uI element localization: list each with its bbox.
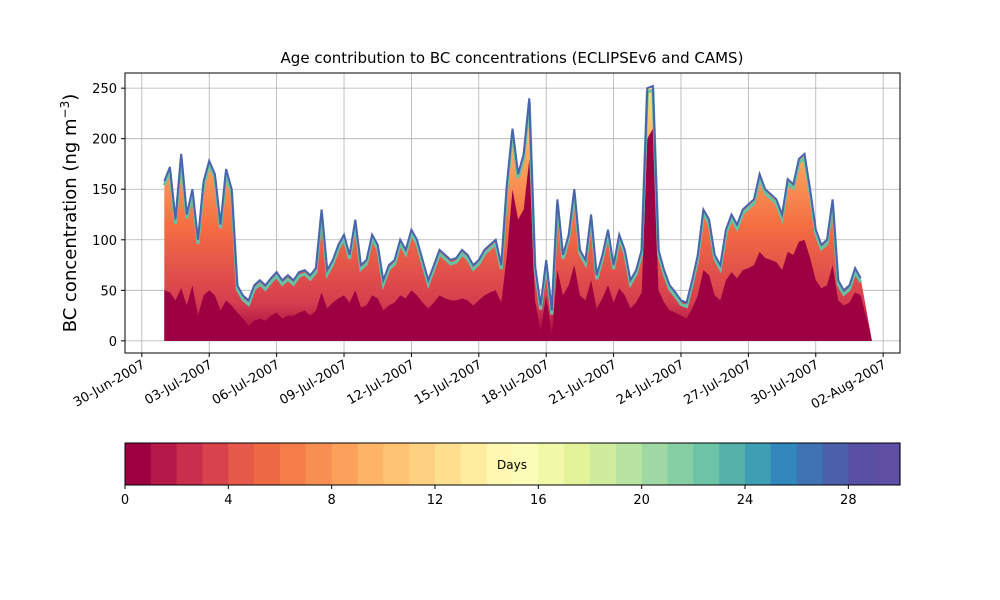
y-tick-label: 0 bbox=[109, 335, 117, 350]
colorbar-cell bbox=[486, 443, 514, 485]
colorbar-cell bbox=[460, 443, 488, 485]
y-tick-label: 150 bbox=[92, 183, 117, 198]
colorbar-cell bbox=[874, 443, 901, 485]
colorbar-tick-label: 12 bbox=[427, 493, 444, 508]
colorbar-cell bbox=[383, 443, 410, 485]
y-axis-label-superscript: −3 bbox=[58, 101, 72, 119]
chart-title: Age contribution to BC concentrations (E… bbox=[281, 49, 744, 67]
colorbar-tick-label: 28 bbox=[840, 493, 857, 508]
y-tick-label: 50 bbox=[100, 284, 117, 299]
colorbar-frame bbox=[124, 442, 901, 486]
colorbar-cell bbox=[719, 443, 746, 485]
x-tick-label: 03-Jul-2007 bbox=[142, 357, 215, 408]
colorbar-cell bbox=[228, 443, 255, 485]
colorbar-cell bbox=[590, 443, 617, 485]
colorbar-cell bbox=[357, 443, 384, 485]
x-tick-label: 15-Jul-2007 bbox=[412, 357, 485, 408]
colorbar-cell bbox=[512, 443, 539, 485]
colorbar-cell bbox=[796, 443, 824, 485]
colorbar-cell bbox=[848, 443, 875, 485]
x-tick-label: 21-Jul-2007 bbox=[547, 357, 620, 408]
colorbar-cell bbox=[280, 443, 307, 485]
colorbar-cell bbox=[254, 443, 281, 485]
y-axis-label-text: BC concentration (ng m bbox=[60, 118, 81, 332]
colorbar-cell bbox=[176, 443, 204, 485]
y-tick-label: 250 bbox=[92, 82, 117, 97]
colorbar-cell bbox=[150, 443, 178, 485]
colorbar-tick-label: 4 bbox=[224, 493, 232, 508]
colorbar-cell bbox=[641, 443, 669, 485]
y-tick-label: 100 bbox=[92, 234, 117, 249]
y-axis-label-close: ) bbox=[60, 94, 81, 101]
colorbar-cell bbox=[409, 443, 436, 485]
x-tick-label: 09-Jul-2007 bbox=[277, 357, 350, 408]
colorbar-cell bbox=[305, 443, 333, 485]
stacked-area-layer bbox=[162, 84, 872, 341]
x-tick-label: 27-Jul-2007 bbox=[682, 357, 755, 408]
colorbar-cell bbox=[331, 443, 359, 485]
plot-area bbox=[124, 72, 901, 354]
x-tick-label: 18-Jul-2007 bbox=[479, 357, 552, 408]
colorbar-cell bbox=[125, 443, 152, 485]
colorbar-cell bbox=[615, 443, 643, 485]
colorbar-tick-label: 20 bbox=[633, 493, 650, 508]
colorbar-cell bbox=[538, 443, 565, 485]
area-oldest-edge bbox=[163, 84, 862, 311]
colorbar-cell bbox=[202, 443, 229, 485]
y-axis-label: BC concentration (ng m−3) bbox=[58, 94, 81, 333]
x-tick-label: 24-Jul-2007 bbox=[614, 357, 687, 408]
colorbar-cell bbox=[667, 443, 694, 485]
y-axis: 0 50 100 150 200 250 bbox=[92, 82, 125, 350]
colorbar-label: Days bbox=[497, 458, 527, 472]
y-tick-label: 200 bbox=[92, 133, 117, 148]
colorbar-cell bbox=[435, 443, 462, 485]
colorbar-tick-label: 8 bbox=[328, 493, 336, 508]
colorbar: Days 0 4 8 12 16 20 24 28 bbox=[121, 442, 901, 508]
colorbar-tick-label: 24 bbox=[737, 493, 754, 508]
colorbar-cell bbox=[693, 443, 720, 485]
colorbar-ticks: 0 4 8 12 16 20 24 28 bbox=[121, 485, 857, 508]
x-tick-label: 12-Jul-2007 bbox=[345, 357, 418, 408]
colorbar-cell bbox=[770, 443, 798, 485]
colorbar-cell bbox=[745, 443, 772, 485]
colorbar-tick-label: 16 bbox=[530, 493, 547, 508]
x-axis: 30-Jun-200703-Jul-200706-Jul-200709-Jul-… bbox=[71, 353, 889, 413]
colorbar-cell bbox=[564, 443, 591, 485]
area-youngest bbox=[164, 128, 872, 341]
colorbar-cells bbox=[125, 443, 901, 485]
x-tick-label: 30-Jun-2007 bbox=[71, 357, 148, 410]
x-tick-label: 02-Aug-2007 bbox=[809, 357, 889, 412]
colorbar-tick-label: 0 bbox=[121, 493, 129, 508]
x-tick-label: 06-Jul-2007 bbox=[210, 357, 283, 408]
plot-frame bbox=[124, 72, 901, 354]
colorbar-cell bbox=[822, 443, 849, 485]
